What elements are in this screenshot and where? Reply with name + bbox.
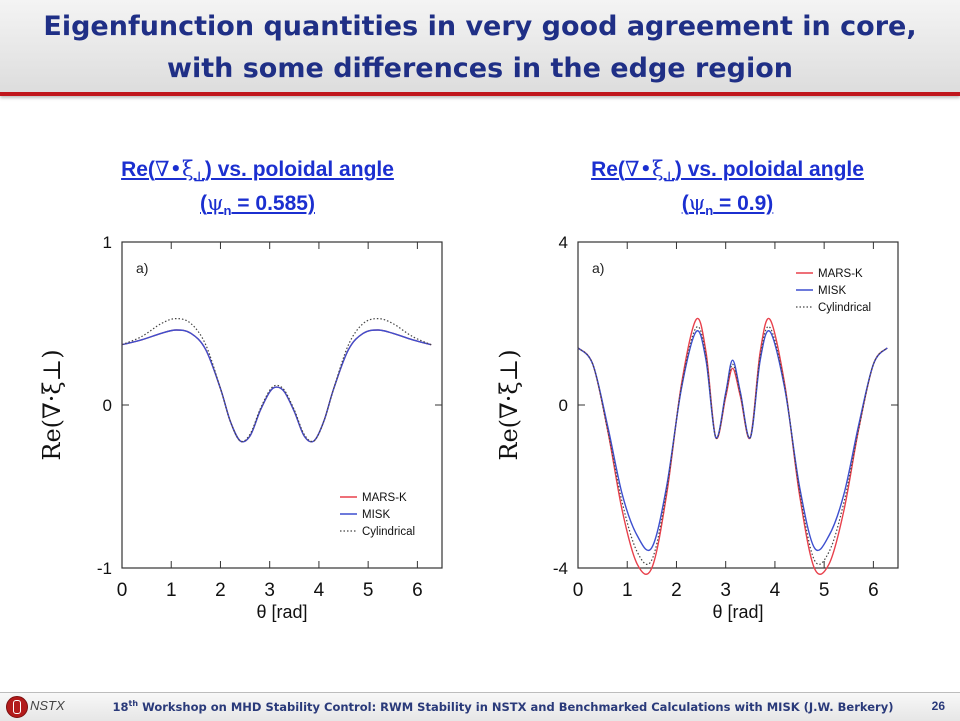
footer-bar: NSTX 18th Workshop on MHD Stability Cont… (0, 692, 960, 721)
chart-1: 0 1 2 3 4 5 6 -1 0 1 θ [rad] Re(∇·ξ⊥) a) MARS-K MISK Cy… (38, 233, 443, 622)
y-tick-label: 0 (103, 396, 112, 415)
legend-label: MISK (818, 285, 846, 297)
y-axis-label: Re(∇·ξ⊥) (38, 349, 66, 460)
heading-text: Re( (591, 158, 625, 181)
x-tick-label: 3 (264, 580, 275, 601)
x-tick-label: 3 (720, 580, 731, 601)
y-axis-label: Re(∇·ξ⊥) (495, 349, 523, 460)
psi-symbol: ψ (207, 191, 224, 216)
legend-label: MARS-K (818, 268, 863, 280)
left-heading-line2: (ψn = 0.585) (60, 190, 455, 224)
right-panel-heading: Re(∇•ξ⊥) vs. poloidal angle (ψn = 0.9) (530, 156, 925, 224)
psi-subscript: n (223, 203, 232, 219)
x-tick-label: 0 (117, 580, 128, 601)
y-tick-label: 0 (559, 396, 568, 415)
x-axis-label: θ [rad] (712, 602, 763, 622)
series-line-misk (577, 330, 888, 552)
y-tick-label: -4 (553, 559, 568, 578)
heading-text: Re( (121, 158, 155, 181)
chart-2: 0 1 2 3 4 5 6 -4 0 4 θ [rad] Re(∇·ξ⊥) a) MARS-K MISK Cy… (495, 233, 899, 622)
slide-title-line2: with some differences in the edge region (167, 53, 793, 84)
x-tick-label: 5 (819, 580, 830, 601)
x-tick-label: 2 (215, 580, 226, 601)
right-heading-line2: (ψn = 0.9) (530, 190, 925, 224)
footer-citation: 18th Workshop on MHD Stability Control: … (108, 699, 898, 714)
psi-text: ( (681, 192, 689, 216)
plot-frame (121, 241, 443, 569)
slide-title-line1: Eigenfunction quantities in very good ag… (43, 11, 917, 42)
series-line-misk (121, 329, 432, 443)
y-tick-label: -1 (97, 559, 112, 578)
x-tick-label: 1 (166, 580, 177, 601)
heading-text: ) vs. poloidal angle (204, 158, 394, 181)
slide-title: Eigenfunction quantities in very good ag… (0, 6, 960, 90)
div-xi-symbol: ∇•ξ (624, 157, 664, 181)
left-panel-heading: Re(∇•ξ⊥) vs. poloidal angle (ψn = 0.585) (60, 156, 455, 224)
nstx-logo-icon (6, 696, 28, 718)
psi-text: ( (200, 192, 208, 216)
x-tick-label: 5 (363, 580, 374, 601)
psi-value: = 0.9) (713, 192, 774, 216)
perp-subscript: ⊥ (193, 169, 205, 185)
psi-subscript: n (705, 203, 714, 219)
x-tick-label: 0 (573, 580, 584, 601)
panel-label: a) (136, 260, 148, 276)
footer-ordinal-suffix: th (128, 699, 139, 708)
div-xi-symbol: ∇•ξ (154, 157, 194, 181)
x-tick-label: 6 (868, 580, 879, 601)
right-heading-line1: Re(∇•ξ⊥) vs. poloidal angle (530, 156, 925, 190)
legend-label: MISK (362, 509, 390, 521)
legend-label: Cylindrical (362, 526, 415, 538)
footer-ordinal: 18 (112, 699, 129, 714)
series-line-mars-k (577, 317, 888, 575)
title-divider (0, 92, 960, 96)
y-tick-label: 4 (559, 233, 568, 252)
x-tick-label: 4 (314, 580, 325, 601)
page-number: 26 (931, 699, 945, 713)
left-heading-line1: Re(∇•ξ⊥) vs. poloidal angle (60, 156, 455, 190)
footer-brand: NSTX (30, 698, 65, 713)
x-axis-label: θ [rad] (256, 602, 307, 622)
y-tick-label: 1 (103, 233, 112, 252)
footer-citation-text: Workshop on MHD Stability Control: RWM S… (138, 699, 894, 714)
x-tick-label: 4 (770, 580, 781, 601)
legend-label: MARS-K (362, 492, 407, 504)
legend-label: Cylindrical (818, 302, 871, 314)
x-tick-label: 1 (622, 580, 633, 601)
psi-symbol: ψ (688, 191, 706, 216)
x-tick-label: 6 (412, 580, 423, 601)
x-tick-label: 2 (671, 580, 682, 601)
panel-label: a) (592, 260, 604, 276)
title-band (0, 0, 960, 96)
plot-frame (577, 241, 899, 569)
heading-text: ) vs. poloidal angle (674, 158, 864, 181)
perp-subscript: ⊥ (663, 169, 675, 185)
psi-value: = 0.585) (231, 192, 315, 216)
series-line-cylindrical (577, 326, 888, 565)
